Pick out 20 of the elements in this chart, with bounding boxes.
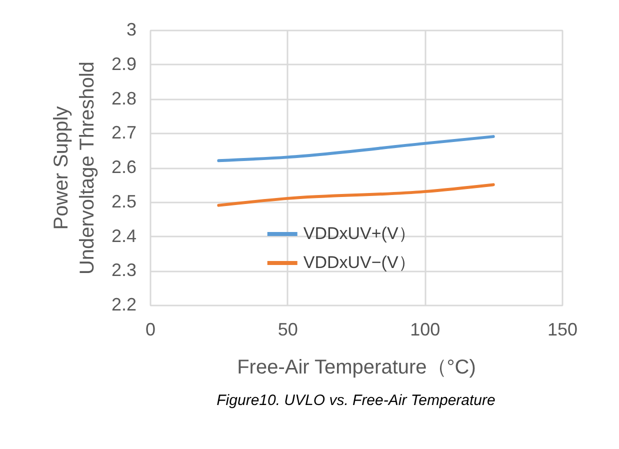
caption: Figure10. UVLO vs. Free-Air Temperature — [216, 392, 496, 409]
x-tick-label: 150 — [547, 320, 578, 340]
y-tick-label: 2.7 — [111, 122, 136, 143]
line-series — [217, 183, 495, 207]
y-tick-label: 3 — [126, 20, 136, 40]
x-tick-label: 100 — [410, 320, 440, 340]
y-tick-label: 2.6 — [111, 157, 136, 177]
x-tick-label: 0 — [145, 320, 156, 340]
y-tick-label: 2.8 — [111, 88, 136, 108]
y-tick-label: 2.2 — [111, 294, 136, 314]
y-tick-label: 2.3 — [111, 260, 136, 280]
y-tick-label: 2.9 — [111, 54, 136, 74]
y-tick-label: 2.5 — [111, 191, 136, 212]
x-tick-label: 50 — [278, 320, 298, 340]
legend-label: VDDxUV−(V） — [303, 253, 416, 272]
legend-label: VDDxUV+(V） — [303, 224, 416, 243]
line-series — [217, 135, 495, 162]
y-axis-title: Power Supply Undervoltage Threshold — [50, 61, 98, 275]
x-axis-title: Free-Air Temperature（°C) — [237, 356, 476, 378]
y-tick-label: 2.4 — [111, 226, 136, 246]
